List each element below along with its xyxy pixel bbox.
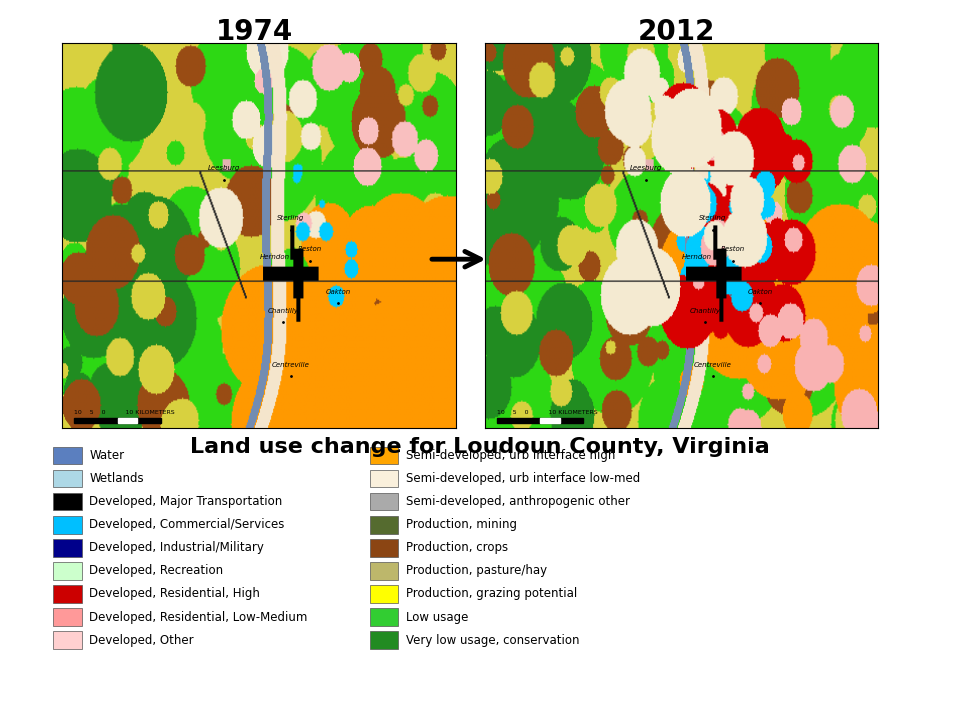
- Text: Production, grazing potential: Production, grazing potential: [406, 588, 577, 600]
- Text: Developed, Industrial/Military: Developed, Industrial/Military: [89, 541, 264, 554]
- Text: Developed, Major Transportation: Developed, Major Transportation: [89, 495, 282, 508]
- Text: 2012: 2012: [638, 19, 715, 46]
- Bar: [496, 418, 584, 423]
- Text: Developed, Residential, High: Developed, Residential, High: [89, 588, 260, 600]
- Text: Developed, Residential, Low-Medium: Developed, Residential, Low-Medium: [89, 611, 307, 624]
- Text: Chantilly: Chantilly: [267, 307, 299, 314]
- Text: Production, mining: Production, mining: [406, 518, 517, 531]
- Text: Developed, Other: Developed, Other: [89, 634, 194, 647]
- Text: Very low usage, conservation: Very low usage, conservation: [406, 634, 580, 647]
- Text: Centreville: Centreville: [272, 361, 310, 368]
- Text: Semi-developed, anthropogenic other: Semi-developed, anthropogenic other: [406, 495, 630, 508]
- Text: 10    5    0          10 KILOMETERS: 10 5 0 10 KILOMETERS: [496, 410, 597, 415]
- Text: Developed, Recreation: Developed, Recreation: [89, 564, 224, 577]
- Text: Herndon: Herndon: [260, 254, 290, 260]
- Text: Centreville: Centreville: [694, 361, 732, 368]
- Text: Land use change for Loudoun County, Virginia: Land use change for Loudoun County, Virg…: [190, 437, 770, 457]
- Text: Oakton: Oakton: [748, 289, 773, 294]
- Text: Sterling: Sterling: [700, 215, 727, 221]
- Text: Reston: Reston: [299, 246, 323, 252]
- Text: Low usage: Low usage: [406, 611, 468, 624]
- Bar: [74, 418, 161, 423]
- Text: 1974: 1974: [216, 19, 293, 46]
- Text: Developed, Commercial/Services: Developed, Commercial/Services: [89, 518, 285, 531]
- Text: Semi-developed, urb interface low-med: Semi-developed, urb interface low-med: [406, 472, 640, 485]
- Text: Water: Water: [89, 449, 125, 462]
- Text: Production, crops: Production, crops: [406, 541, 508, 554]
- Text: Leesburg: Leesburg: [207, 166, 240, 171]
- Text: Sterling: Sterling: [277, 215, 304, 221]
- Text: Herndon: Herndon: [683, 254, 712, 260]
- Bar: [117, 418, 137, 423]
- Text: Wetlands: Wetlands: [89, 472, 144, 485]
- Text: Chantilly: Chantilly: [689, 307, 721, 314]
- Text: Semi-developed, urb interface high: Semi-developed, urb interface high: [406, 449, 615, 462]
- Text: Production, pasture/hay: Production, pasture/hay: [406, 564, 547, 577]
- Text: Leesburg: Leesburg: [630, 166, 662, 171]
- Text: Reston: Reston: [721, 246, 745, 252]
- Text: Oakton: Oakton: [325, 289, 350, 294]
- Text: 10    5    0          10 KILOMETERS: 10 5 0 10 KILOMETERS: [74, 410, 175, 415]
- Bar: [540, 418, 560, 423]
